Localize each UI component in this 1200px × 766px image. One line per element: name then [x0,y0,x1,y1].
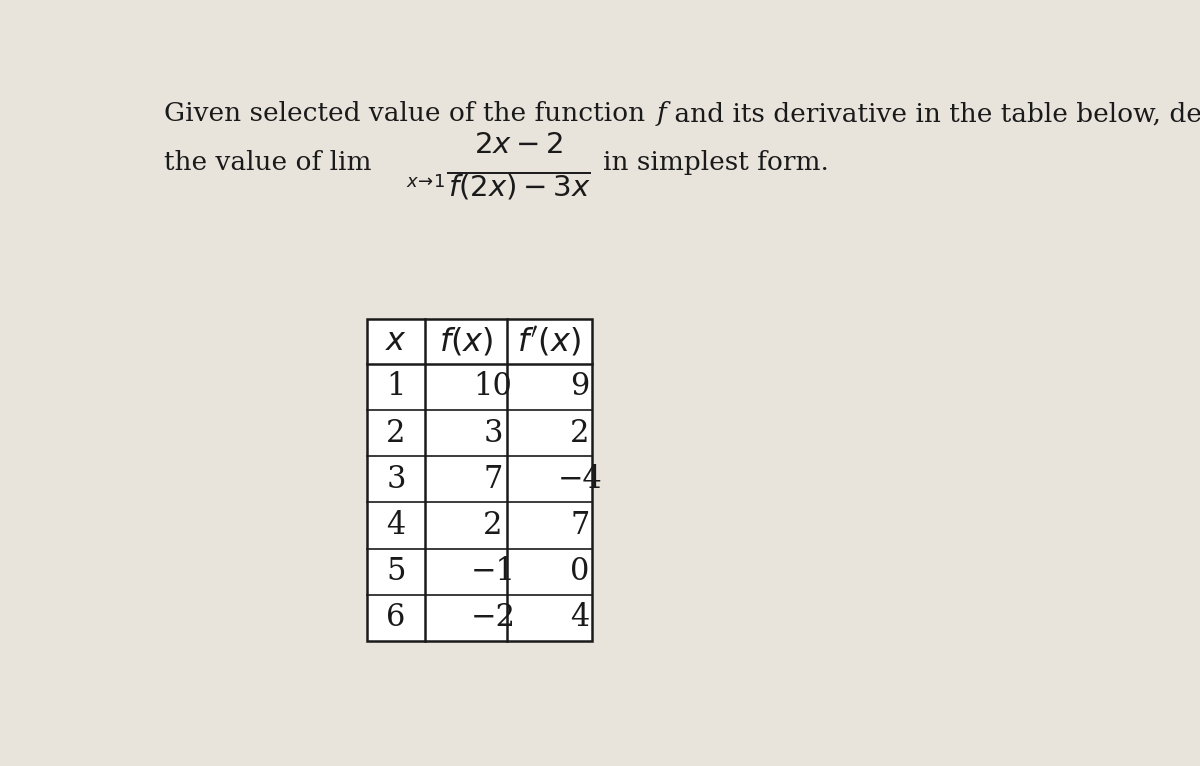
Bar [367,319,592,641]
Text: 7: 7 [484,463,503,495]
Text: $f(x)$: $f(x)$ [439,326,493,358]
Text: 9: 9 [570,372,589,402]
Text: $x\!\to\!1$: $x\!\to\!1$ [406,172,445,191]
Text: 3: 3 [484,417,503,449]
Text: the value of lim: the value of lim [164,149,372,175]
Text: −4: −4 [558,463,602,495]
Text: 2: 2 [570,417,590,449]
Text: 1: 1 [386,372,406,402]
Text: $x$: $x$ [385,326,407,357]
Text: −1: −1 [470,556,516,587]
Text: 7: 7 [570,510,590,541]
Text: Given selected value of the function: Given selected value of the function [164,101,654,126]
Text: f: f [656,101,666,126]
Text: 4: 4 [570,602,589,633]
Text: 6: 6 [386,602,406,633]
Text: 0: 0 [570,556,590,587]
Text: 2: 2 [484,510,503,541]
Text: the value of: the value of [164,149,330,175]
Text: and its derivative in the table below, determine: and its derivative in the table below, d… [666,101,1200,126]
Text: −2: −2 [470,602,516,633]
Text: $f'(x)$: $f'(x)$ [517,325,581,358]
Text: 2: 2 [386,417,406,449]
Text: in simplest form.: in simplest form. [602,149,829,175]
Text: $f(2x) - 3x$: $f(2x) - 3x$ [448,172,590,201]
Text: 5: 5 [386,556,406,587]
Text: 4: 4 [386,510,406,541]
Text: 10: 10 [474,372,512,402]
Text: $2x - 2$: $2x - 2$ [474,131,564,159]
Text: 3: 3 [386,463,406,495]
